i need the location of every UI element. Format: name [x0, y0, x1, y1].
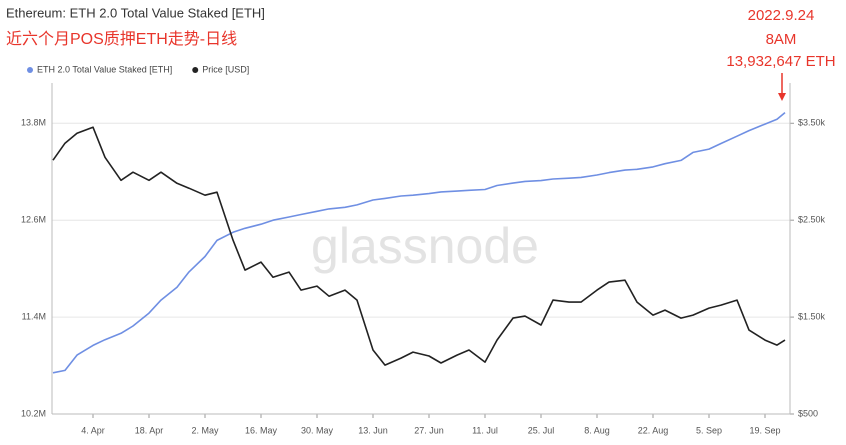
y2-tick-label: $2.50k: [798, 215, 826, 225]
x-tick-label: 30. May: [301, 425, 334, 435]
annotation: 13,932,647 ETH: [726, 53, 835, 70]
x-tick-label: 11. Jul: [472, 425, 498, 435]
x-tick-label: 22. Aug: [638, 425, 669, 435]
y2-tick-label: $3.50k: [798, 118, 826, 128]
y2-tick-label: $500: [798, 408, 818, 418]
annotation: 8AM: [766, 31, 797, 48]
annotation-arrowhead: [778, 93, 786, 101]
legend-marker: [27, 67, 33, 73]
y-tick-label: 11.4M: [22, 311, 46, 321]
y-tick-label: 12.6M: [21, 215, 46, 225]
x-tick-label: 27. Jun: [414, 425, 444, 435]
y-tick-label: 13.8M: [21, 118, 46, 128]
x-tick-label: 13. Jun: [358, 425, 388, 435]
y-tick-label: 10.2M: [21, 408, 46, 418]
watermark: glassnode: [311, 218, 539, 274]
series-line: [52, 111, 786, 374]
chart-title: Ethereum: ETH 2.0 Total Value Staked [ET…: [6, 5, 265, 20]
y2-tick-label: $1.50k: [798, 311, 826, 321]
x-tick-label: 16. May: [245, 425, 278, 435]
legend-label: ETH 2.0 Total Value Staked [ETH]: [37, 64, 172, 74]
series-line: [52, 126, 786, 366]
x-tick-label: 2. May: [191, 425, 219, 435]
x-tick-label: 5. Sep: [696, 425, 722, 435]
x-tick-label: 19. Sep: [749, 425, 780, 435]
legend-label: Price [USD]: [202, 64, 249, 74]
x-tick-label: 4. Apr: [81, 425, 105, 435]
chart-subtitle: 近六个月POS质押ETH走势-日线: [6, 30, 237, 48]
x-tick-label: 8. Aug: [584, 425, 610, 435]
legend-marker: [192, 67, 199, 73]
x-tick-label: 18. Apr: [135, 425, 164, 435]
x-tick-label: 25. Jul: [528, 425, 555, 435]
annotation: 2022.9.24: [748, 7, 815, 24]
